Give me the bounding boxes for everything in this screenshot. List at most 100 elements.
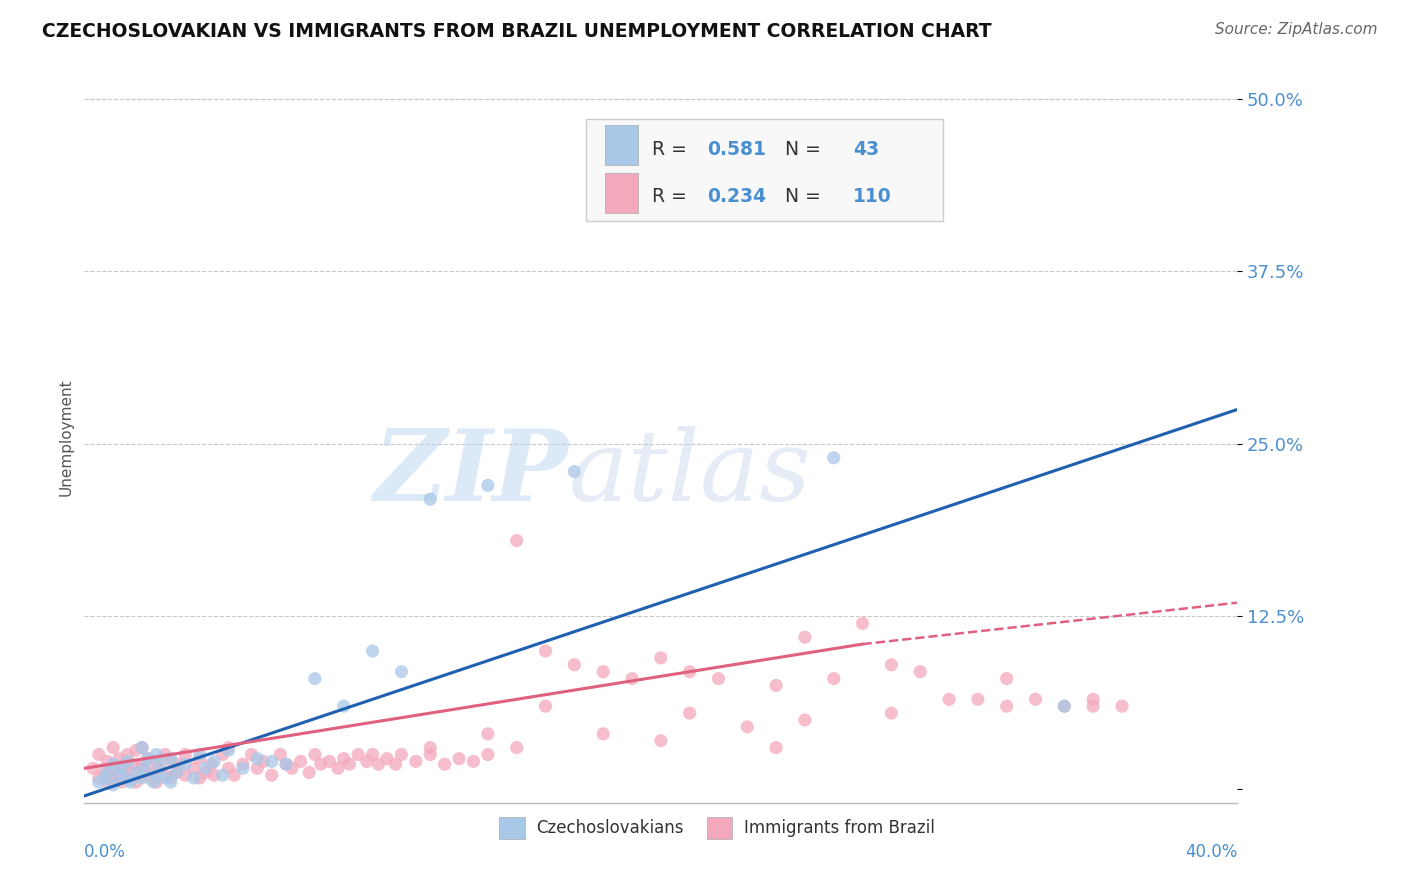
Point: [148, 757, 170, 772]
Point: [160, 775, 183, 789]
Point: [304, 672, 326, 686]
Point: [218, 761, 240, 775]
Point: [419, 740, 441, 755]
Point: [122, 757, 145, 772]
Text: N =: N =: [773, 140, 827, 159]
Point: [679, 706, 702, 720]
Point: [333, 699, 356, 714]
Point: [391, 665, 413, 679]
Point: [290, 755, 312, 769]
Point: [347, 747, 370, 762]
Point: [188, 771, 211, 785]
Point: [188, 747, 211, 762]
Point: [139, 771, 162, 785]
Point: [419, 747, 441, 762]
Point: [276, 757, 298, 772]
Point: [564, 465, 586, 479]
Point: [82, 761, 104, 775]
Point: [108, 768, 131, 782]
Point: [117, 771, 139, 785]
FancyBboxPatch shape: [586, 119, 943, 221]
Point: [117, 747, 139, 762]
Point: [224, 768, 246, 782]
Point: [103, 761, 124, 775]
Text: R =: R =: [651, 187, 693, 206]
Point: [120, 775, 142, 789]
Point: [298, 765, 321, 780]
Point: [650, 651, 672, 665]
Point: [174, 757, 197, 772]
Point: [1083, 699, 1105, 714]
Point: [449, 751, 471, 765]
Point: [183, 771, 205, 785]
Point: [339, 757, 361, 772]
Point: [125, 743, 148, 757]
Point: [111, 761, 134, 775]
Point: [375, 751, 398, 765]
Point: [621, 672, 644, 686]
Text: 40.0%: 40.0%: [1185, 843, 1237, 861]
Text: R =: R =: [651, 140, 693, 159]
Point: [136, 751, 159, 765]
Point: [232, 761, 254, 775]
Point: [650, 733, 672, 747]
Point: [87, 747, 110, 762]
Text: 43: 43: [853, 140, 880, 159]
Point: [218, 743, 240, 757]
Text: N =: N =: [773, 187, 827, 206]
Point: [506, 740, 529, 755]
Point: [134, 761, 156, 775]
Point: [120, 765, 142, 780]
Point: [117, 755, 139, 769]
Bar: [707, 817, 733, 839]
Bar: [606, 125, 638, 165]
Point: [142, 775, 165, 789]
Point: [153, 747, 176, 762]
Point: [194, 761, 217, 775]
Point: [246, 751, 269, 765]
Point: [592, 665, 614, 679]
Point: [96, 765, 118, 780]
Point: [218, 740, 240, 755]
Point: [131, 757, 153, 772]
Point: [246, 761, 269, 775]
Point: [326, 761, 349, 775]
Point: [938, 692, 960, 706]
Point: [405, 755, 427, 769]
Point: [794, 713, 817, 727]
Point: [153, 771, 176, 785]
Point: [765, 678, 787, 692]
Point: [148, 761, 170, 775]
Point: [145, 768, 167, 782]
Point: [174, 747, 197, 762]
Point: [160, 755, 183, 769]
Point: [166, 765, 188, 780]
Point: [1083, 692, 1105, 706]
Point: [93, 765, 115, 780]
Point: [506, 533, 529, 548]
Point: [852, 616, 875, 631]
Point: [202, 755, 225, 769]
Point: [309, 757, 332, 772]
Text: 0.0%: 0.0%: [84, 843, 127, 861]
Point: [125, 765, 148, 780]
Point: [87, 775, 110, 789]
Point: [564, 657, 586, 672]
Point: [910, 665, 932, 679]
Point: [534, 699, 557, 714]
Point: [356, 755, 378, 769]
Point: [1111, 699, 1133, 714]
Point: [202, 768, 225, 782]
Point: [145, 747, 167, 762]
Point: [103, 778, 124, 792]
Point: [318, 755, 340, 769]
Text: Source: ZipAtlas.com: Source: ZipAtlas.com: [1215, 22, 1378, 37]
Point: [166, 765, 188, 780]
Text: atlas: atlas: [568, 426, 811, 521]
Point: [477, 478, 499, 492]
Point: [1053, 699, 1076, 714]
Point: [183, 761, 205, 775]
Point: [384, 757, 406, 772]
Point: [103, 757, 124, 772]
Point: [281, 761, 304, 775]
